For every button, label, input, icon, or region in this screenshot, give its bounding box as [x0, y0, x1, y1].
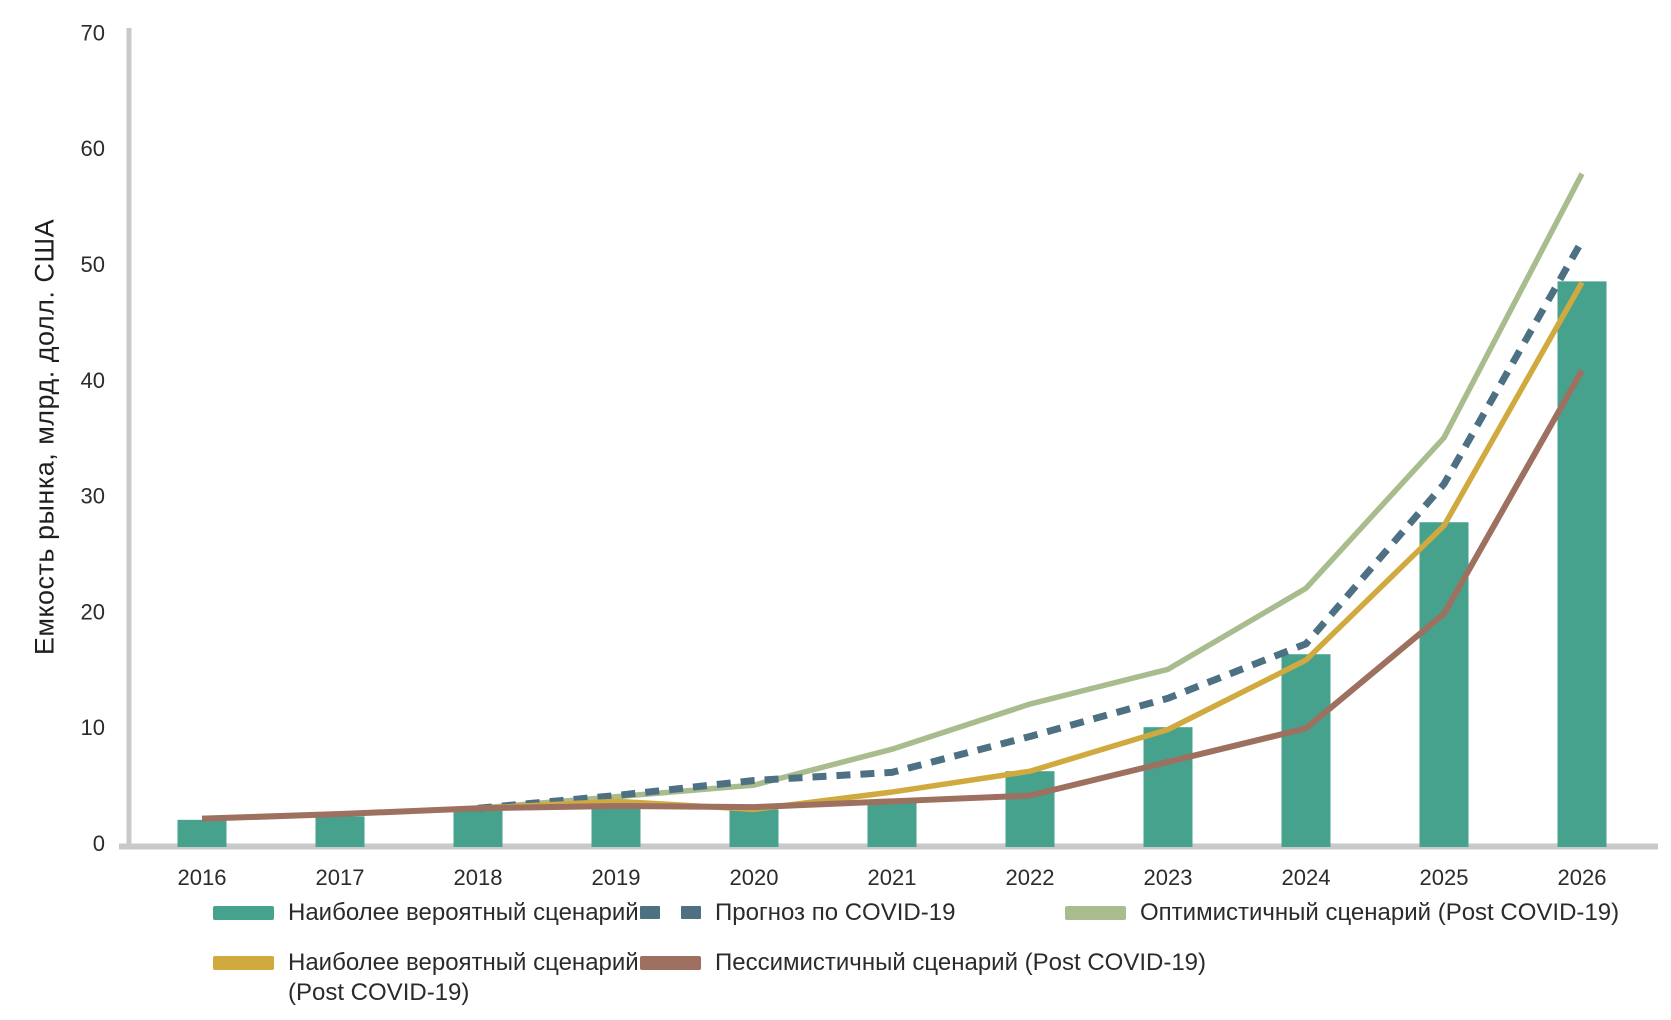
bar-2016	[177, 819, 227, 847]
y-tick-label: 30	[81, 484, 105, 509]
bar-2022	[1005, 771, 1055, 847]
bar-2025	[1419, 522, 1469, 847]
x-tick-label: 2021	[868, 865, 917, 890]
x-tick-label: 2022	[1006, 865, 1055, 890]
x-tick-label: 2017	[316, 865, 365, 890]
x-tick-label: 2023	[1144, 865, 1193, 890]
line-likely-post-covid	[477, 281, 1585, 813]
line-pessimistic-post-covid	[201, 369, 1585, 822]
bar-2018	[453, 809, 503, 847]
bar-2021	[867, 802, 917, 847]
line-optimistic-post-covid	[477, 172, 1585, 812]
x-tick-label: 2016	[178, 865, 227, 890]
x-tick-label: 2025	[1420, 865, 1469, 890]
bar-2024	[1281, 654, 1331, 847]
bar-2020	[729, 809, 779, 847]
x-tick-label: 2026	[1558, 865, 1607, 890]
y-tick-label: 40	[81, 368, 105, 393]
bar-2023	[1143, 727, 1193, 847]
y-tick-label: 0	[93, 831, 105, 856]
y-axis-title: Емкость рынка, млрд. долл. США	[29, 218, 60, 656]
bar-2017	[315, 816, 365, 847]
line-covid-forecast	[477, 239, 1586, 812]
y-tick-label: 20	[81, 599, 105, 624]
y-tick-label: 70	[81, 20, 105, 45]
y-tick-label: 50	[81, 252, 105, 277]
y-tick-label: 60	[81, 136, 105, 161]
bar-2019	[591, 808, 641, 847]
x-tick-label: 2020	[730, 865, 779, 890]
x-tick-label: 2019	[592, 865, 641, 890]
x-tick-label: 2024	[1282, 865, 1331, 890]
x-tick-label: 2018	[454, 865, 503, 890]
y-tick-label: 10	[81, 715, 105, 740]
bar-2026	[1557, 281, 1607, 847]
